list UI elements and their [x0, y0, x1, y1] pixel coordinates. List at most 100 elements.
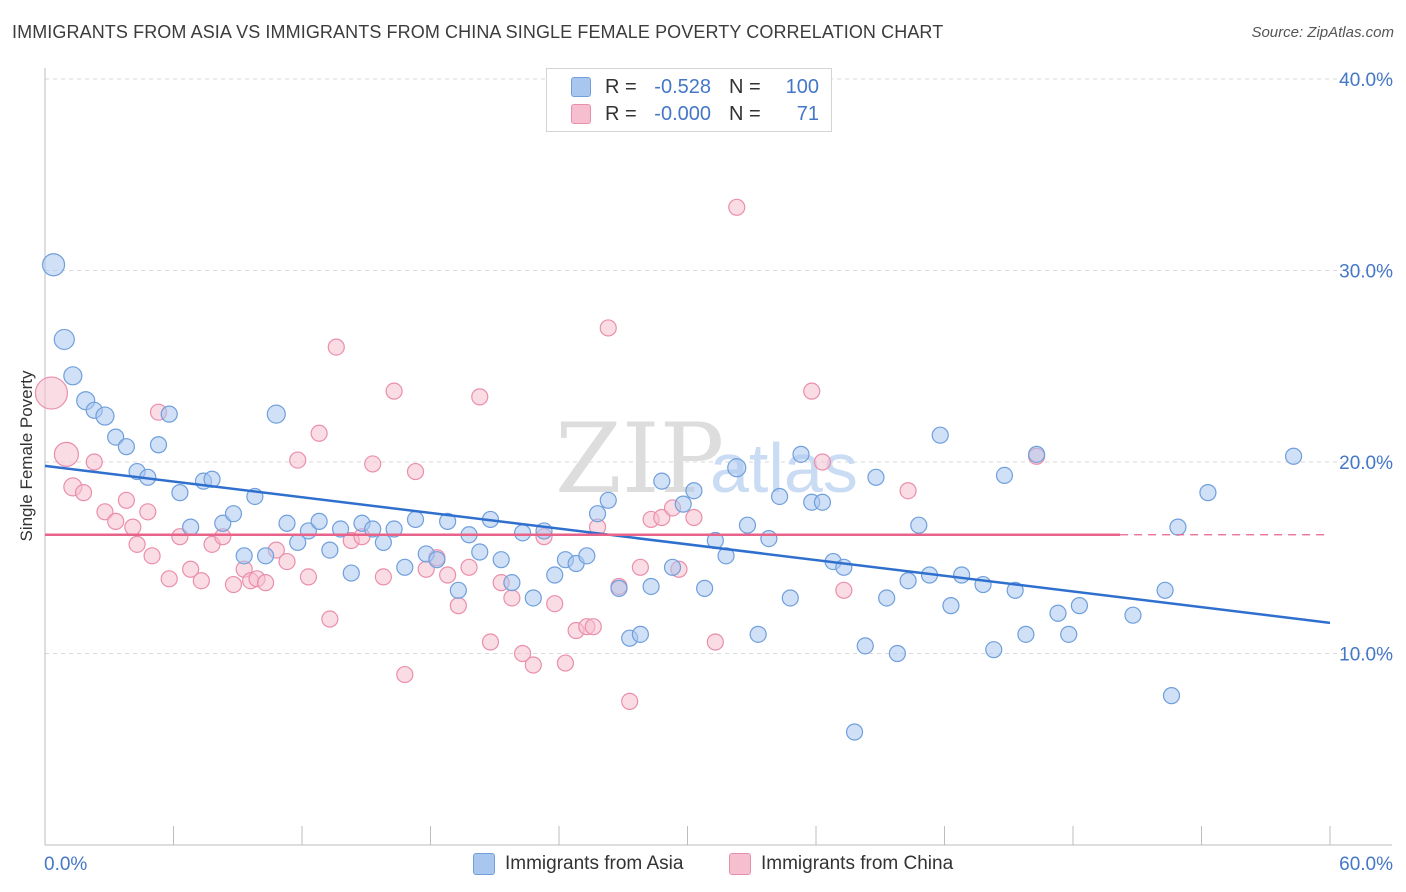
- asia-point: [578, 547, 596, 565]
- asia-point: [663, 558, 682, 576]
- asia-point: [1027, 445, 1046, 463]
- asia-point: [1156, 581, 1174, 599]
- n-value: 71: [796, 102, 819, 125]
- asia-point: [63, 366, 83, 386]
- china-point: [513, 644, 532, 663]
- asia-point: [1017, 625, 1035, 643]
- china-point: [74, 484, 93, 502]
- asia-point: [588, 505, 607, 523]
- china-point: [813, 453, 832, 471]
- n-label: N =: [729, 102, 761, 125]
- asia-point: [214, 514, 232, 532]
- asia-point: [396, 558, 414, 576]
- china-point: [53, 441, 80, 467]
- china-legend-label: Immigrants from China: [761, 853, 954, 874]
- r-label: R =: [605, 75, 637, 98]
- asia-point: [781, 589, 799, 607]
- y-tick-label: 10.0%: [1339, 645, 1393, 666]
- asia-point: [107, 428, 125, 446]
- china-point: [460, 558, 478, 576]
- china-point: [96, 503, 114, 521]
- china-point: [182, 560, 200, 578]
- asia-swatch: [571, 77, 591, 97]
- china-point: [160, 570, 178, 588]
- china-point: [524, 656, 542, 674]
- asia-point: [439, 512, 457, 530]
- china-point: [481, 633, 500, 651]
- china-point: [385, 382, 403, 400]
- china-swatch: [571, 104, 591, 124]
- asia-point: [503, 574, 521, 592]
- china-point: [449, 597, 467, 615]
- asia-point: [1169, 518, 1187, 536]
- china-point: [171, 528, 189, 546]
- asia-point: [674, 495, 692, 513]
- asia-point: [364, 520, 382, 538]
- china-point: [728, 198, 746, 216]
- china-point: [471, 388, 489, 406]
- china-point: [143, 547, 161, 565]
- asia-point: [867, 468, 885, 486]
- asia-point: [910, 516, 928, 534]
- asia-point: [53, 328, 75, 351]
- legend-item-china[interactable]: Immigrants from China: [729, 852, 953, 876]
- asia-point: [374, 533, 392, 552]
- asia-point: [342, 564, 360, 582]
- china-point: [139, 503, 157, 521]
- china-point: [34, 376, 69, 410]
- asia-point: [278, 514, 296, 532]
- china-point: [556, 654, 575, 672]
- n-value: 100: [785, 75, 819, 98]
- china-point: [299, 568, 318, 586]
- asia-point: [749, 625, 767, 643]
- asia-point: [856, 637, 874, 655]
- asia-point: [256, 547, 275, 565]
- asia-point: [117, 438, 135, 456]
- trend-lines: [44, 464, 1331, 625]
- asia-point: [1199, 484, 1217, 502]
- asia-point: [149, 436, 168, 454]
- china-point: [124, 518, 142, 536]
- china-point: [327, 338, 345, 356]
- china-point: [374, 568, 392, 586]
- china-point: [364, 455, 382, 473]
- asia-point: [685, 482, 703, 500]
- data-points: [34, 198, 1303, 741]
- china-point: [631, 558, 649, 576]
- asia-point: [1162, 687, 1181, 705]
- tick-labels: 10.0% 20.0% 30.0% 40.0% 0.0% 60.0%: [44, 70, 1393, 875]
- asia-point: [1006, 581, 1024, 599]
- stats-legend: R = -0.528 N = 100 R = -0.000 N = 71: [546, 68, 832, 132]
- asia-point: [953, 566, 971, 584]
- asia-point: [760, 529, 778, 548]
- asia-legend-label: Immigrants from Asia: [505, 853, 684, 874]
- china-point: [107, 512, 125, 530]
- y-tick-label: 20.0%: [1339, 453, 1393, 474]
- china-point: [406, 462, 425, 481]
- r-value: -0.528: [654, 75, 711, 98]
- china-point: [621, 692, 639, 710]
- china-point: [321, 610, 339, 628]
- asia-point: [631, 625, 649, 643]
- chart-title: IMMIGRANTS FROM ASIA VS IMMIGRANTS FROM …: [12, 22, 944, 42]
- asia-point: [224, 505, 243, 523]
- asia-point: [610, 579, 628, 597]
- china-point: [546, 595, 564, 613]
- asia-point: [599, 491, 617, 509]
- asia-point: [696, 579, 714, 597]
- china-point: [192, 572, 210, 590]
- china-point: [653, 508, 671, 527]
- asia-point: [235, 547, 253, 565]
- asia-point: [546, 566, 564, 584]
- china-point: [899, 482, 917, 500]
- china-point: [128, 535, 146, 553]
- legend-item-asia[interactable]: Immigrants from Asia: [473, 852, 683, 876]
- china-point: [396, 665, 414, 684]
- china-point: [256, 574, 275, 592]
- china-legend-swatch: [729, 853, 751, 875]
- stats-legend-row-china: R = -0.000 N = 71: [571, 102, 819, 126]
- asia-trend-line: [44, 464, 1331, 625]
- watermark-zip: ZIP: [555, 403, 724, 515]
- china-point: [310, 424, 328, 442]
